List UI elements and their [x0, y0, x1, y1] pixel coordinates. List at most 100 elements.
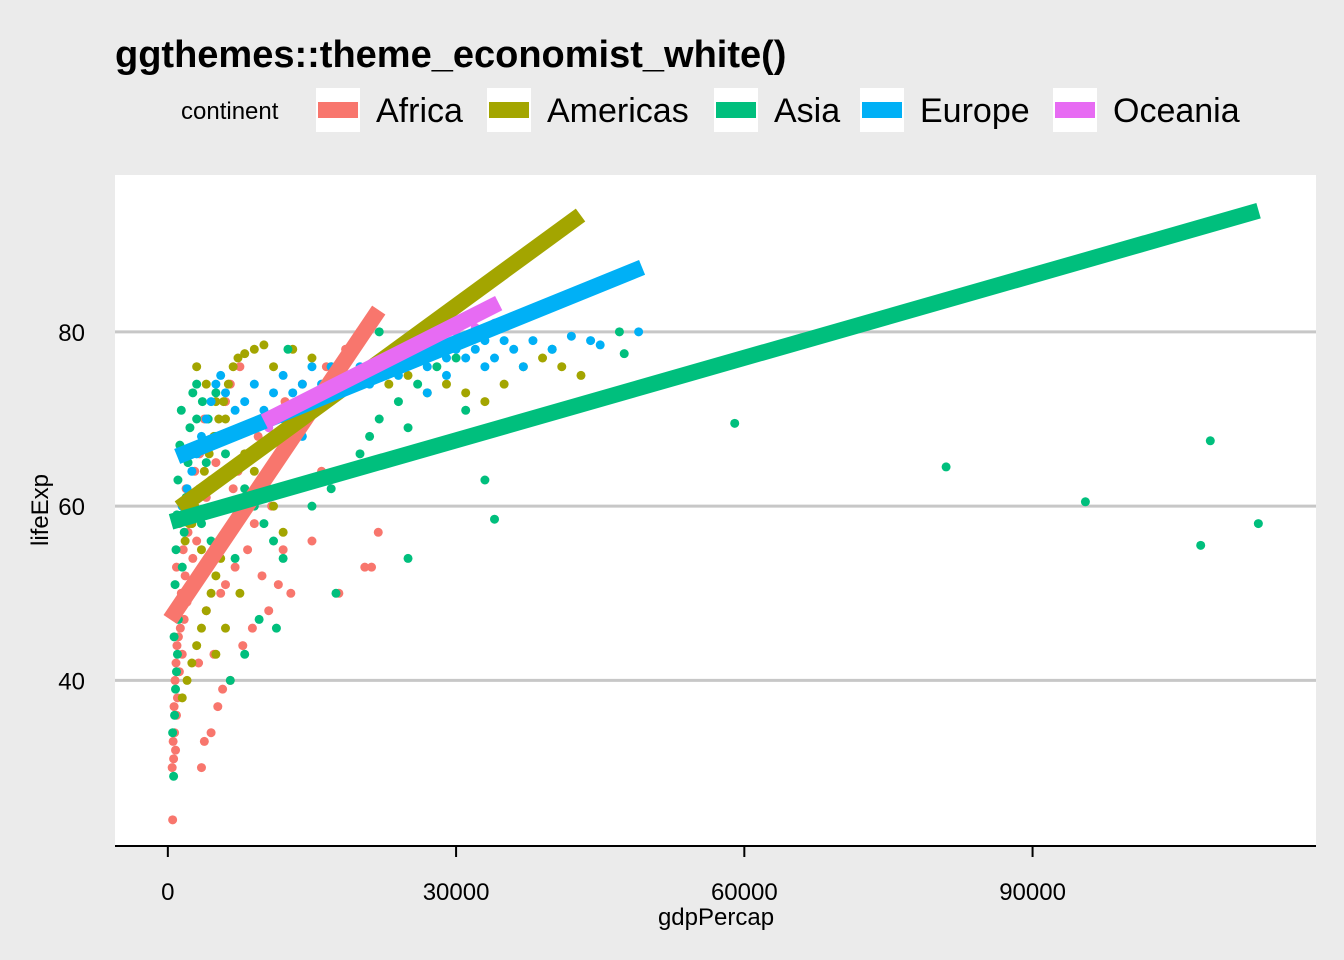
point-americas: [499, 379, 509, 389]
point-africa: [168, 815, 178, 825]
point-europe: [547, 344, 557, 354]
point-africa: [192, 536, 202, 546]
point-asia: [201, 458, 211, 468]
point-americas: [259, 340, 269, 350]
point-africa: [172, 641, 182, 651]
point-europe: [216, 370, 226, 380]
point-americas: [461, 388, 471, 398]
point-americas: [199, 466, 209, 476]
point-europe: [634, 327, 644, 337]
point-asia: [254, 614, 264, 624]
point-asia: [197, 397, 207, 407]
point-africa: [273, 580, 283, 590]
point-europe: [211, 379, 221, 389]
point-europe: [480, 362, 490, 372]
point-asia: [171, 545, 181, 555]
point-europe: [509, 344, 519, 354]
x-tick-label: 60000: [711, 879, 778, 906]
point-europe: [278, 370, 288, 380]
point-asia: [271, 623, 281, 633]
point-europe: [206, 397, 216, 407]
point-europe: [566, 331, 576, 341]
x-tick-label: 0: [161, 879, 174, 906]
point-asia: [170, 580, 180, 590]
point-asia: [283, 344, 293, 354]
point-europe: [288, 388, 298, 398]
point-americas: [441, 379, 451, 389]
point-asia: [220, 449, 230, 459]
x-axis-label: gdpPercap: [658, 904, 774, 931]
point-africa: [199, 736, 209, 746]
point-americas: [235, 588, 245, 598]
point-asia: [278, 553, 288, 563]
point-americas: [278, 527, 288, 537]
legend-label-asia: Asia: [774, 92, 840, 130]
point-americas: [211, 571, 221, 581]
point-asia: [331, 588, 341, 598]
point-americas: [538, 353, 548, 363]
point-africa: [220, 580, 230, 590]
point-europe: [307, 362, 317, 372]
point-africa: [196, 763, 206, 773]
point-europe: [441, 370, 451, 380]
legend-title: continent: [181, 98, 279, 125]
point-europe: [422, 362, 432, 372]
point-americas: [307, 353, 317, 363]
point-americas: [223, 379, 233, 389]
point-africa: [180, 571, 190, 581]
point-asia: [490, 514, 500, 524]
point-asia: [172, 649, 182, 659]
point-africa: [230, 562, 240, 572]
point-asia: [480, 475, 490, 485]
point-africa: [169, 754, 179, 764]
point-europe: [586, 336, 596, 346]
point-europe: [240, 397, 250, 407]
point-africa: [257, 571, 267, 581]
point-africa: [264, 606, 274, 616]
point-europe: [297, 379, 307, 389]
legend-label-oceania: Oceania: [1113, 92, 1240, 130]
point-africa: [211, 458, 221, 468]
point-asia: [188, 388, 198, 398]
point-asia: [259, 519, 269, 529]
point-europe: [595, 340, 605, 350]
trend-lines: [163, 203, 1261, 624]
point-americas: [192, 641, 202, 651]
point-asia: [171, 667, 181, 677]
point-africa: [247, 623, 257, 633]
point-asia: [941, 462, 951, 472]
point-americas: [576, 370, 586, 380]
trend-line-oceania: [260, 295, 503, 429]
point-africa: [367, 562, 377, 572]
point-asia: [1080, 497, 1090, 507]
point-asia: [730, 418, 740, 428]
point-americas: [201, 379, 211, 389]
point-americas: [182, 675, 192, 685]
point-europe: [201, 414, 211, 424]
point-asia: [179, 527, 189, 537]
point-africa: [170, 675, 180, 685]
x-tick-label: 90000: [999, 879, 1066, 906]
y-tick-label: 40: [58, 668, 85, 695]
point-asia: [614, 327, 624, 337]
point-asia: [211, 388, 221, 398]
point-americas: [220, 623, 230, 633]
point-asia: [619, 349, 629, 359]
point-americas: [228, 362, 238, 372]
point-europe: [499, 336, 509, 346]
point-asia: [173, 475, 183, 485]
point-asia: [192, 379, 202, 389]
point-americas: [269, 501, 279, 511]
legend-label-africa: Africa: [376, 92, 463, 130]
point-europe: [461, 353, 471, 363]
point-africa: [307, 536, 317, 546]
point-asia: [225, 675, 235, 685]
point-americas: [233, 353, 243, 363]
point-europe: [528, 336, 538, 346]
point-europe: [518, 362, 528, 372]
point-europe: [490, 353, 500, 363]
point-africa: [243, 545, 253, 555]
point-americas: [201, 606, 211, 616]
point-asia: [171, 684, 181, 694]
point-americas: [220, 414, 230, 424]
